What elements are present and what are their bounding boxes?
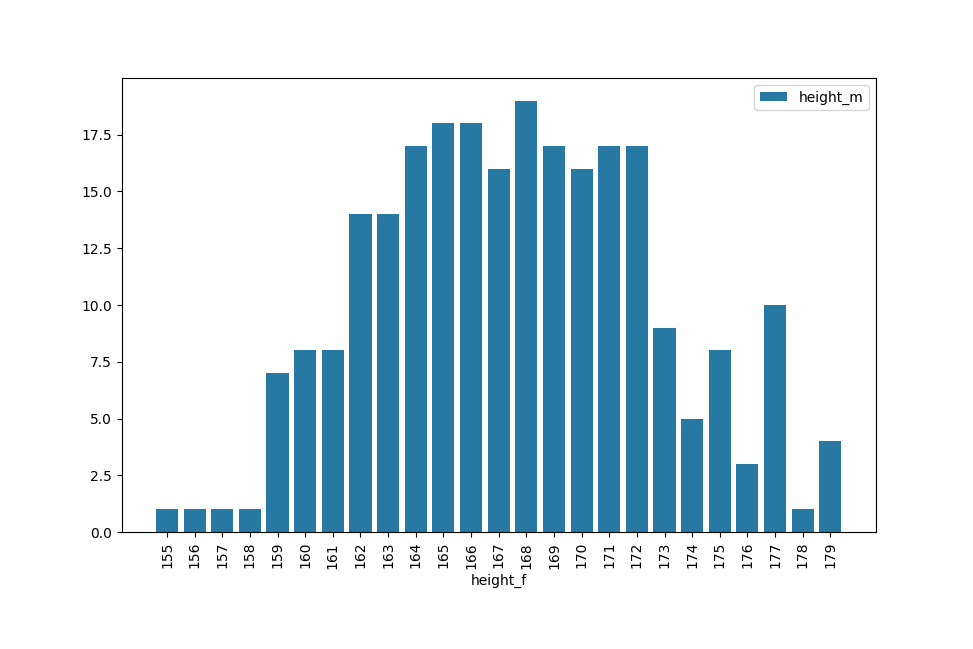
Bar bbox=[156, 509, 178, 532]
Bar bbox=[598, 146, 621, 532]
Bar bbox=[792, 509, 813, 532]
Bar bbox=[322, 350, 343, 532]
Bar bbox=[626, 146, 648, 532]
Bar bbox=[570, 169, 593, 532]
Bar bbox=[681, 419, 703, 532]
Bar bbox=[267, 373, 289, 532]
Bar bbox=[516, 101, 537, 532]
Bar bbox=[432, 123, 454, 532]
Bar bbox=[654, 328, 675, 532]
Bar bbox=[294, 350, 316, 532]
Bar bbox=[238, 509, 261, 532]
Bar bbox=[543, 146, 565, 532]
X-axis label: height_f: height_f bbox=[471, 574, 526, 588]
Bar bbox=[460, 123, 482, 532]
Bar bbox=[708, 350, 731, 532]
Bar bbox=[211, 509, 234, 532]
Bar bbox=[184, 509, 205, 532]
Bar bbox=[737, 464, 759, 532]
Bar bbox=[819, 441, 842, 532]
Bar bbox=[405, 146, 427, 532]
Bar bbox=[349, 214, 372, 532]
Bar bbox=[377, 214, 399, 532]
Bar bbox=[764, 305, 786, 532]
Bar bbox=[487, 169, 510, 532]
Legend: height_m: height_m bbox=[754, 85, 869, 110]
